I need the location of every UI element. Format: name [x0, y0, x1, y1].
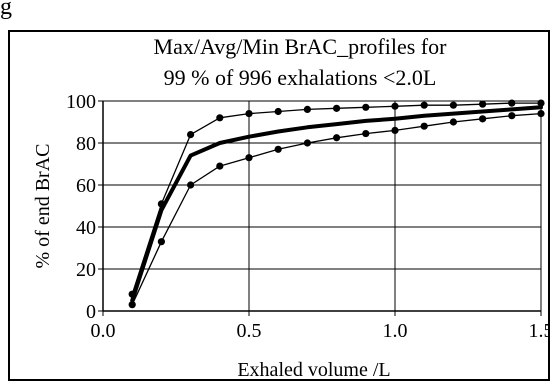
data-point — [333, 134, 341, 142]
data-point — [479, 115, 487, 123]
data-point — [216, 162, 224, 170]
x-tick-label: 1.5 — [529, 320, 549, 342]
data-point — [420, 101, 428, 109]
data-point — [508, 99, 516, 107]
data-point — [391, 102, 399, 110]
data-point — [303, 105, 311, 113]
data-point — [187, 181, 195, 189]
data-point — [303, 139, 311, 147]
chart-title-line-1: Max/Avg/Min BrAC_profiles for — [153, 34, 447, 59]
data-point — [333, 104, 341, 112]
data-point — [508, 112, 516, 120]
data-point — [420, 122, 428, 130]
data-point — [245, 110, 253, 118]
data-point — [187, 131, 195, 139]
data-point — [274, 107, 282, 116]
data-point — [479, 100, 487, 108]
data-point — [362, 129, 370, 138]
series-line-2 — [130, 105, 543, 303]
x-tick-label: 0.0 — [91, 320, 116, 342]
y-tick-label: 60 — [76, 175, 96, 197]
chart-title-line-2: 99 % of 996 exhalations <2.0L — [163, 65, 437, 90]
data-point — [537, 99, 545, 107]
chart-frame: Max/Avg/Min BrAC_profiles for 99 % of 99… — [8, 30, 550, 381]
data-point — [449, 101, 457, 109]
data-point — [391, 126, 399, 134]
plot-area — [103, 101, 541, 311]
y-tick-label: 20 — [76, 259, 96, 281]
y-axis-label: % of end BrAC — [32, 144, 54, 269]
data-point — [128, 301, 136, 309]
panel-letter: g — [0, 0, 12, 20]
data-point — [157, 238, 165, 246]
x-tick-label: 0.5 — [237, 320, 262, 342]
y-tick-label: 80 — [76, 133, 96, 155]
data-point — [537, 110, 545, 118]
x-tick-label: 1.0 — [383, 320, 408, 342]
y-tick-label: 100 — [66, 91, 96, 113]
line-chart: 0 20 40 60 80 100 0.0 0.5 1.0 1.5 Exhaled volume /… — [32, 91, 549, 379]
data-point — [216, 114, 224, 122]
data-point — [362, 103, 370, 111]
data-point — [449, 118, 457, 126]
x-axis-label: Exhaled volume /L — [237, 359, 390, 379]
y-tick-label: 40 — [76, 217, 96, 239]
data-point — [245, 154, 253, 162]
y-tick-label: 0 — [86, 301, 96, 323]
data-point — [274, 145, 282, 153]
